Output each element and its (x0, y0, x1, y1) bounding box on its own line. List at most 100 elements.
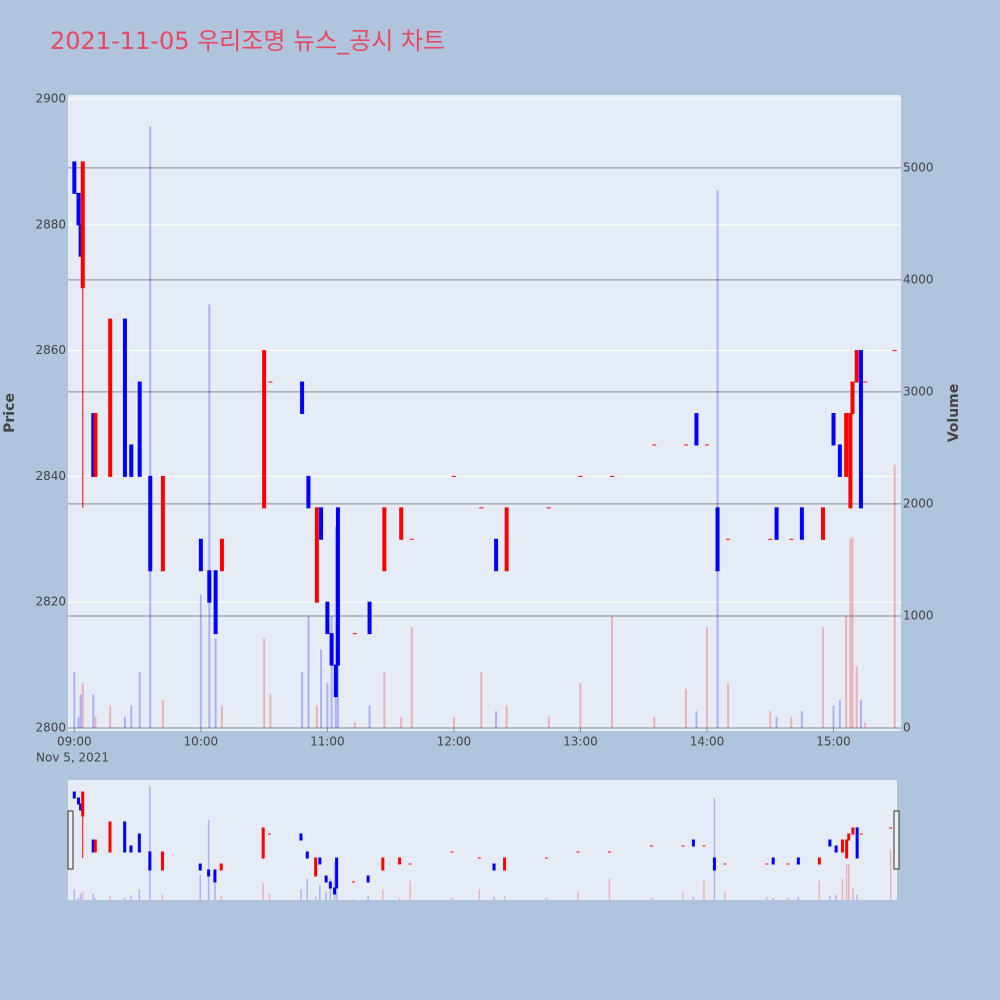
slider-plot (72, 785, 893, 900)
volume-bar (797, 896, 800, 900)
candle-body (129, 845, 133, 853)
volume-bar (579, 683, 582, 728)
candle-body (576, 851, 580, 853)
volume-bar (864, 722, 867, 728)
volume-bar (493, 896, 495, 900)
candle-body (607, 851, 611, 853)
candle-body (768, 538, 773, 540)
volume-bar (829, 895, 831, 900)
y-tick-label: 2800 (35, 721, 66, 735)
candle-body (351, 881, 355, 883)
candle-body (408, 863, 412, 865)
candle-body (91, 839, 95, 853)
candle-body (381, 857, 385, 871)
candle-body (333, 664, 338, 698)
volume-bar (716, 190, 719, 728)
volume-bar (307, 615, 310, 728)
volume-bar (835, 894, 837, 900)
volume-bar (787, 897, 789, 900)
candle-body (207, 570, 212, 603)
volume-bar (893, 464, 896, 728)
candle-body (681, 845, 685, 847)
candle-body (712, 857, 716, 871)
y2-axis-title: Volume (946, 384, 962, 443)
y2-tick-label: 4000 (903, 272, 934, 286)
volume-bar (79, 893, 82, 900)
candle-body (704, 444, 709, 446)
volume-bar (325, 891, 327, 900)
candle-body (786, 863, 790, 865)
volume-bar (692, 896, 695, 900)
volume-bar (838, 699, 841, 728)
x-tick-label: 10:00 (184, 735, 219, 749)
candle-body (123, 821, 127, 853)
volume-bar (130, 705, 133, 728)
volume-bar (306, 878, 309, 900)
candle-body (504, 507, 509, 572)
volume-bar (109, 705, 112, 728)
volume-bar (495, 711, 498, 728)
volume-bar (772, 897, 774, 900)
candle-body (137, 381, 142, 477)
volume-bar (684, 688, 687, 728)
volume-bar (353, 722, 356, 728)
volume-bar (608, 878, 611, 900)
volume-bar (77, 716, 80, 728)
candle-body (108, 318, 113, 477)
range-slider[interactable] (68, 780, 897, 900)
candle-body (855, 827, 859, 859)
volume-bar (382, 889, 384, 900)
candle-body (93, 413, 98, 477)
volume-bar (161, 894, 164, 900)
volume-bar (352, 898, 355, 900)
volume-bar (503, 895, 506, 900)
volume-bar (724, 891, 726, 900)
candle-body (129, 444, 134, 477)
volume-bar (368, 705, 371, 728)
volume-bar (713, 798, 716, 900)
candle-body (889, 827, 893, 829)
volume-bar (547, 716, 550, 728)
volume-bar (695, 711, 698, 728)
volume-bar (855, 666, 858, 728)
slider-handle[interactable] (67, 810, 74, 870)
candle-body (314, 857, 318, 877)
volume-bar (410, 627, 413, 728)
volume-bar (92, 893, 94, 900)
candle-body (314, 507, 319, 603)
x-tick-label: 11:00 (310, 735, 345, 749)
candle-body (207, 869, 211, 877)
candle-body (148, 851, 152, 871)
candle-body (78, 224, 83, 257)
y2-tick-label: 1000 (903, 608, 934, 622)
candle-body (858, 350, 863, 509)
volume-bar (220, 895, 222, 900)
volume-bar (81, 891, 84, 900)
y2-tick-label: 2000 (903, 496, 934, 510)
candle-body (494, 538, 499, 572)
y-tick-label: 2820 (35, 595, 66, 609)
candle-body (892, 350, 897, 352)
candle-body (702, 845, 706, 847)
candle-body (451, 475, 456, 477)
volume-bar (334, 526, 337, 728)
volume-bar (94, 897, 97, 900)
volume-bar (77, 897, 80, 900)
slider-handle[interactable] (893, 810, 900, 870)
candle-body (324, 875, 328, 883)
candle-body (765, 863, 769, 865)
volume-bar (123, 897, 126, 900)
volume-bar (383, 671, 386, 728)
y2-tick-label: 5000 (903, 160, 934, 174)
candle-body (108, 821, 112, 853)
volume-bar (653, 716, 656, 728)
candle-body (851, 827, 855, 835)
candle-body (122, 318, 127, 477)
volume-bar (851, 537, 854, 728)
volume-bar (766, 896, 768, 900)
candle-body (76, 192, 81, 226)
volume-bar (775, 716, 778, 728)
candle-body (137, 833, 141, 853)
candle-body (840, 839, 844, 853)
